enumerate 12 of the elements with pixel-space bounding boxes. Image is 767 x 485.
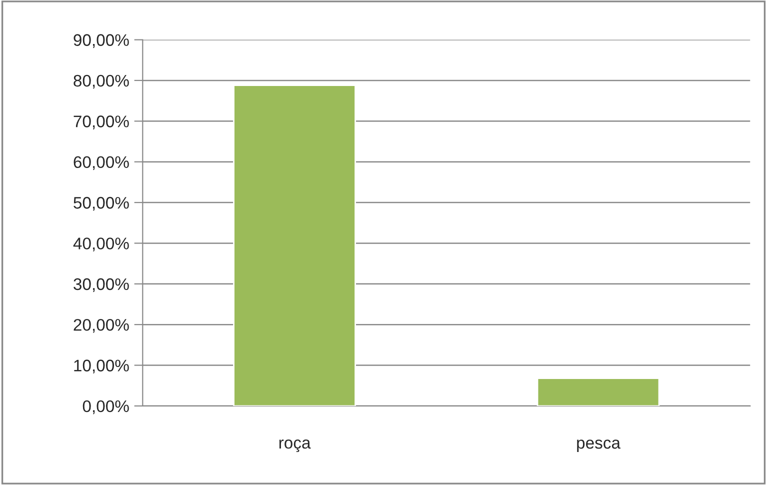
- x-tick-label: pesca: [577, 440, 620, 452]
- y-tick-label: 30,00%: [74, 278, 129, 292]
- y-tick-label: 80,00%: [74, 74, 129, 89]
- y-tick-label: 60,00%: [74, 156, 129, 170]
- y-tick-label: 50,00%: [74, 196, 129, 211]
- y-tick-label: 10,00%: [74, 360, 129, 374]
- y-tick-label: 90,00%: [74, 34, 129, 48]
- y-tick-label: 20,00%: [74, 318, 129, 333]
- y-tick-label: 0,00%: [82, 400, 129, 414]
- x-tick-label: roça: [279, 440, 311, 452]
- y-tick-label: 70,00%: [74, 116, 129, 130]
- y-tick-label: 40,00%: [73, 238, 129, 252]
